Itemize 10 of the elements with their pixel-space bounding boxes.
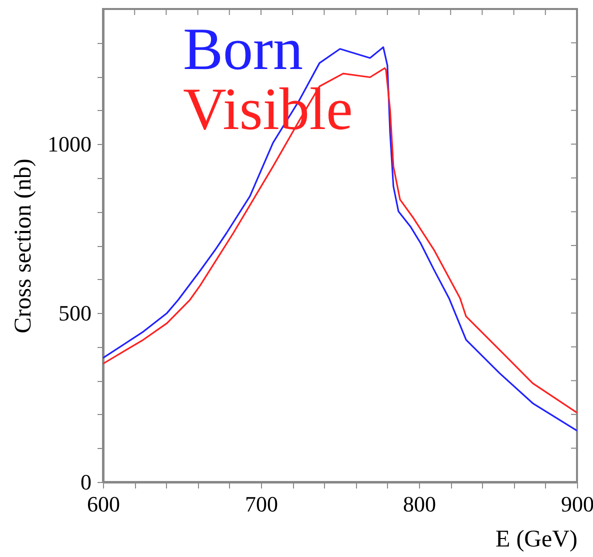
x-tick-label: 800	[403, 492, 436, 516]
series-label: Born	[183, 16, 303, 82]
x-axis-title: E (GeV)	[496, 526, 578, 552]
x-tick-label: 700	[245, 492, 278, 516]
y-tick-label: 1000	[48, 132, 92, 157]
x-tick-label: 600	[87, 492, 120, 516]
x-tick-label: 900	[561, 492, 593, 516]
y-tick-label: 0	[80, 470, 92, 494]
y-tick-label: 500	[58, 300, 92, 326]
y-axis-title: Cross section (nb)	[10, 158, 36, 334]
